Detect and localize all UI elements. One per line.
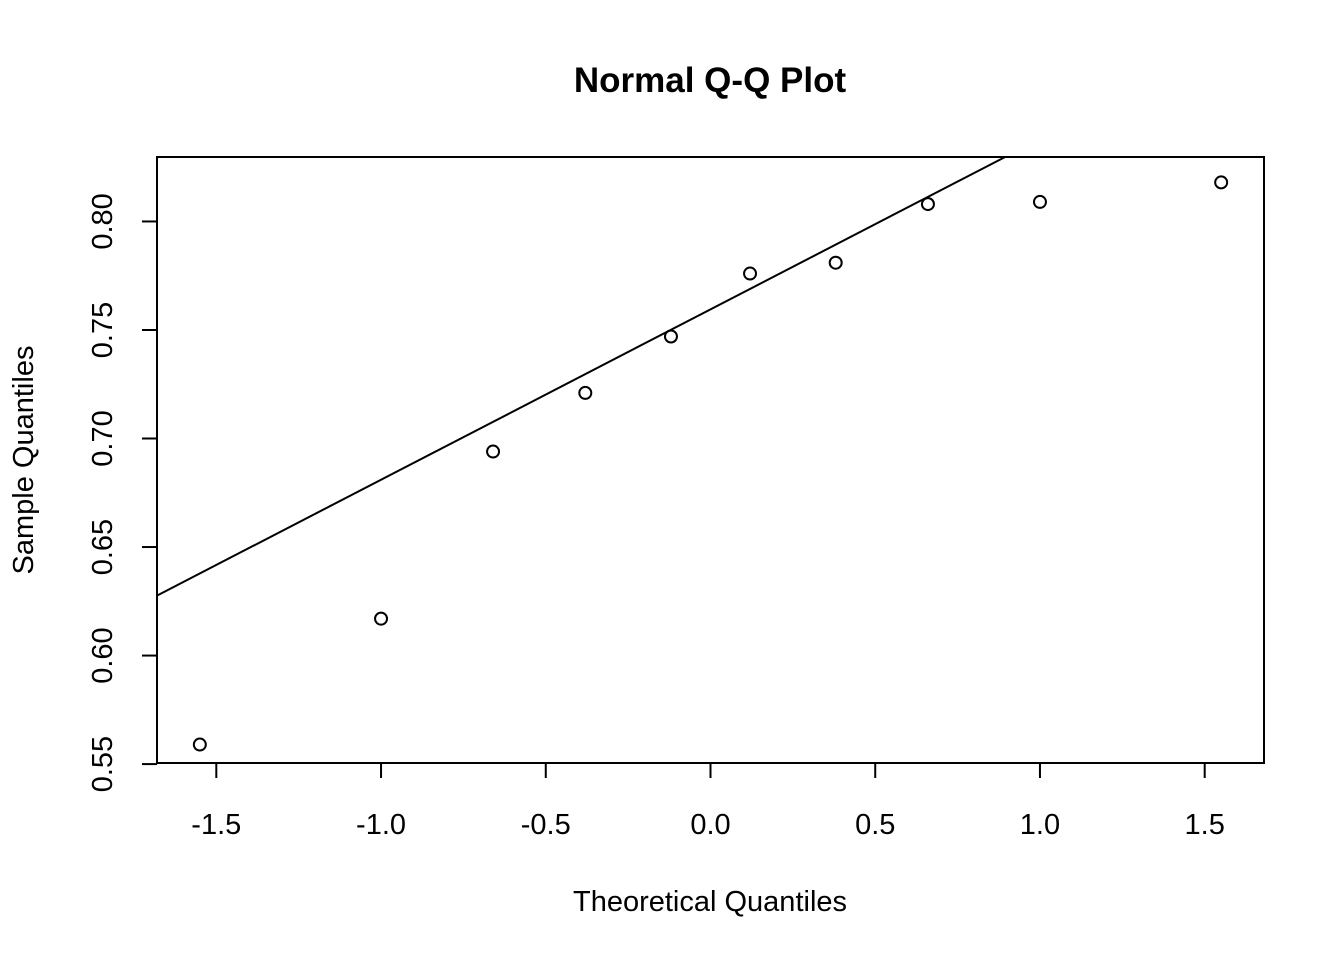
- y-tick-label: 0.55: [87, 736, 119, 792]
- y-tick-label: 0.75: [87, 302, 119, 358]
- y-axis: 0.55 0.60 0.65 0.70 0.75 0.80: [87, 193, 158, 792]
- data-points: [192, 175, 1229, 752]
- x-tick-label: -1.5: [191, 809, 241, 841]
- x-tick-label: 0.5: [855, 809, 895, 841]
- data-point: [374, 611, 389, 626]
- y-tick-label: 0.60: [87, 627, 119, 683]
- x-axis: -1.5 -1.0 -0.5 0.0 0.5 1.0 1.5: [191, 762, 1225, 841]
- reference-line-group: [156, 156, 1006, 597]
- data-point: [663, 329, 678, 344]
- chart-title: Normal Q-Q Plot: [574, 61, 847, 100]
- y-tick-label: 0.80: [87, 193, 119, 249]
- data-point: [920, 197, 935, 212]
- data-point: [192, 737, 207, 752]
- x-tick-label: 0.0: [690, 809, 730, 841]
- y-tick-label: 0.70: [87, 410, 119, 466]
- x-tick-label: 1.0: [1020, 809, 1060, 841]
- data-point: [828, 255, 843, 270]
- y-tick-label: 0.65: [87, 519, 119, 575]
- x-axis-label: Theoretical Quantiles: [573, 886, 847, 918]
- data-point: [1032, 194, 1047, 209]
- data-point: [743, 266, 758, 281]
- data-point: [486, 444, 501, 459]
- reference-line: [156, 156, 1006, 597]
- x-tick-label: -0.5: [521, 809, 571, 841]
- x-tick-label: -1.0: [356, 809, 406, 841]
- data-point: [1214, 175, 1229, 190]
- x-tick-label: 1.5: [1185, 809, 1225, 841]
- plot-frame: [156, 156, 1265, 764]
- data-point: [578, 385, 593, 400]
- y-axis-label: Sample Quantiles: [8, 346, 40, 575]
